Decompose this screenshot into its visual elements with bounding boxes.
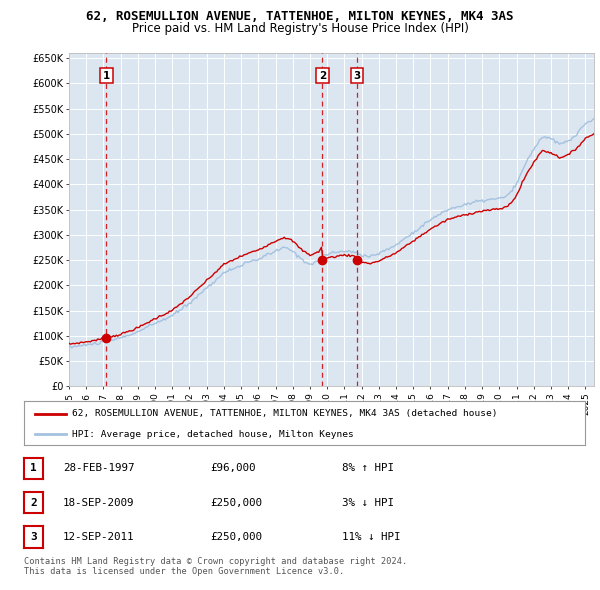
Text: 62, ROSEMULLION AVENUE, TATTENHOE, MILTON KEYNES, MK4 3AS (detached house): 62, ROSEMULLION AVENUE, TATTENHOE, MILTO… [71, 409, 497, 418]
Text: 8% ↑ HPI: 8% ↑ HPI [342, 464, 394, 473]
Text: 2: 2 [319, 71, 326, 81]
Text: 1: 1 [30, 464, 37, 473]
Text: £250,000: £250,000 [210, 498, 262, 507]
Text: £96,000: £96,000 [210, 464, 256, 473]
Text: 2: 2 [30, 498, 37, 507]
Text: 28-FEB-1997: 28-FEB-1997 [63, 464, 134, 473]
Text: HPI: Average price, detached house, Milton Keynes: HPI: Average price, detached house, Milt… [71, 430, 353, 439]
Text: Contains HM Land Registry data © Crown copyright and database right 2024.
This d: Contains HM Land Registry data © Crown c… [24, 557, 407, 576]
Text: Price paid vs. HM Land Registry's House Price Index (HPI): Price paid vs. HM Land Registry's House … [131, 22, 469, 35]
Text: 3% ↓ HPI: 3% ↓ HPI [342, 498, 394, 507]
Text: 18-SEP-2009: 18-SEP-2009 [63, 498, 134, 507]
Text: 1: 1 [103, 71, 110, 81]
Text: 62, ROSEMULLION AVENUE, TATTENHOE, MILTON KEYNES, MK4 3AS: 62, ROSEMULLION AVENUE, TATTENHOE, MILTO… [86, 10, 514, 23]
Text: 11% ↓ HPI: 11% ↓ HPI [342, 532, 401, 542]
Text: £250,000: £250,000 [210, 532, 262, 542]
Text: 3: 3 [30, 532, 37, 542]
Text: 3: 3 [353, 71, 361, 81]
Text: 12-SEP-2011: 12-SEP-2011 [63, 532, 134, 542]
